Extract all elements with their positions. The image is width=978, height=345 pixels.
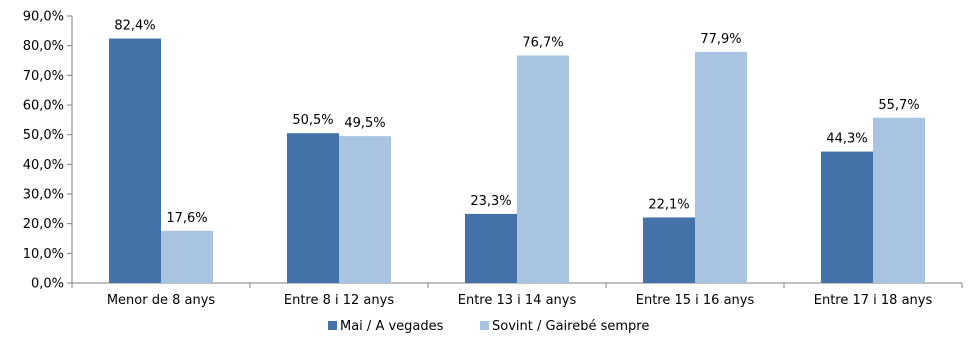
data-label: 49,5% — [344, 116, 385, 131]
bar-series-2 — [161, 230, 213, 283]
x-category-label: Entre 17 i 18 anys — [814, 293, 933, 308]
data-label: 50,5% — [292, 113, 333, 128]
y-axis: 0,0% 10,0% 20,0% 30,0% 40,0% 50,0% 60,0% 70,0% 8… — [23, 10, 73, 292]
y-tick-label: 10,0% — [23, 247, 64, 262]
legend-label: Mai / A vegades — [340, 319, 444, 334]
bar-series-2 — [695, 51, 747, 283]
bar-series-1 — [821, 151, 873, 283]
legend: Mai / A vegades Sovint / Gairebé sempre — [328, 319, 649, 334]
y-tick-label: 20,0% — [23, 217, 64, 232]
bar-series-1 — [465, 213, 517, 283]
bars — [109, 38, 925, 284]
data-label: 17,6% — [166, 211, 207, 226]
bar-series-1 — [287, 133, 339, 283]
y-tick-label: 80,0% — [23, 39, 64, 54]
legend-label: Sovint / Gairebé sempre — [492, 319, 649, 334]
y-tick-label: 50,0% — [23, 128, 64, 143]
y-tick-label: 30,0% — [23, 188, 64, 203]
bar-series-1 — [643, 217, 695, 283]
bar-series-2 — [873, 117, 925, 283]
legend-swatch — [480, 321, 489, 330]
y-tick-label: 70,0% — [23, 69, 64, 84]
data-label: 77,9% — [700, 32, 741, 47]
y-tick-label: 0,0% — [31, 277, 64, 292]
data-label: 23,3% — [470, 194, 511, 209]
legend-swatch — [328, 321, 337, 330]
x-category-label: Menor de 8 anys — [107, 293, 216, 308]
y-tick-label: 40,0% — [23, 158, 64, 173]
data-label: 22,1% — [648, 197, 689, 212]
bar-series-2 — [517, 55, 569, 283]
x-axis: Menor de 8 anys Entre 8 i 12 anys Entre 13… — [71, 282, 963, 308]
data-labels: 82,4% 50,5% 23,3% 22,1% 44,3% 17,6% 49,5% 76,7%… — [114, 19, 919, 226]
data-label: 82,4% — [114, 19, 155, 34]
data-label: 55,7% — [878, 98, 919, 113]
y-tick-label: 90,0% — [23, 10, 64, 25]
x-category-label: Entre 15 i 16 anys — [636, 293, 755, 308]
x-category-label: Entre 13 i 14 anys — [458, 293, 577, 308]
x-category-label: Entre 8 i 12 anys — [284, 293, 394, 308]
bar-series-1 — [109, 38, 161, 284]
data-label: 76,7% — [522, 35, 563, 50]
data-label: 44,3% — [826, 132, 867, 147]
y-tick-label: 60,0% — [23, 99, 64, 114]
bar-series-2 — [339, 136, 391, 283]
